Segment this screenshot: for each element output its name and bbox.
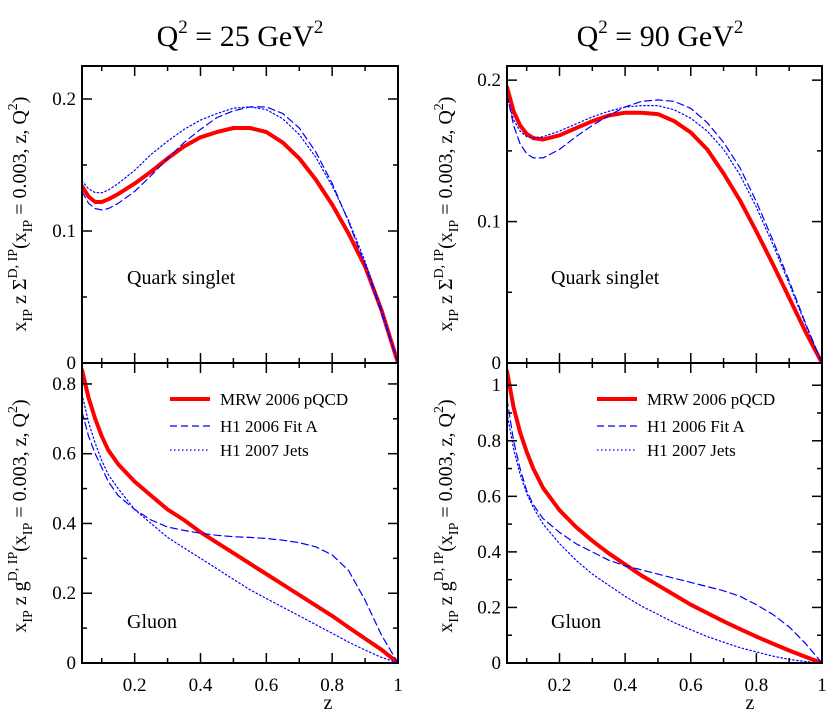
series-line-h1-2006-fit-a-gluon-25 bbox=[82, 411, 398, 663]
panel-quark-90: 0 0.1 0.2 bbox=[477, 65, 823, 374]
legend-right: MRW 2006 pQCD H1 2006 Fit A H1 2007 Jets bbox=[597, 390, 775, 460]
y-tick-label: 1 bbox=[492, 375, 502, 396]
series-line-h1-2007-jets-quark-25 bbox=[82, 106, 398, 363]
y-tick-label: 0.2 bbox=[477, 70, 501, 91]
legend-label-jets-right: H1 2007 Jets bbox=[647, 441, 736, 460]
y-tick-label: 0 bbox=[67, 353, 77, 374]
axes-frame bbox=[506, 65, 823, 364]
panel-quark-25: 0 0.1 0.2 bbox=[52, 65, 399, 374]
panel-label-quark-25: Quark singlet bbox=[127, 267, 236, 289]
svg-text:xIP z gD, IP(xIP = 0.003, z, Q: xIP z gD, IP(xIP = 0.003, z, Q2) bbox=[6, 399, 36, 632]
y-tick-label: 0.1 bbox=[52, 221, 76, 242]
y-tick-label: 0.2 bbox=[52, 583, 76, 604]
y-tick-label: 0.2 bbox=[52, 89, 76, 110]
svg-text:xIP z ΣD, IP(xIP = 0.003, z, Q: xIP z ΣD, IP(xIP = 0.003, z, Q2) bbox=[432, 97, 462, 332]
y-tick-label: 0.8 bbox=[52, 374, 76, 395]
x-tick-label: 0.8 bbox=[320, 675, 344, 696]
xlabel-left: z bbox=[324, 692, 333, 714]
panel-gluon-25: 0.2 0.4 0.6 0.8 1 0 0.2 0.4 0.6 0.8 bbox=[52, 362, 403, 696]
y-tick-label: 0.8 bbox=[477, 431, 501, 452]
x-tick-label: 0.6 bbox=[254, 675, 278, 696]
y-tick-label: 0 bbox=[67, 653, 77, 674]
legend-label-jets-left: H1 2007 Jets bbox=[220, 441, 309, 460]
x-tick-label: 1 bbox=[817, 675, 827, 696]
series-line-mrw-2006-pqcd-gluon-90 bbox=[507, 369, 822, 663]
x-tick-label: 0.2 bbox=[548, 675, 572, 696]
y-tick-label: 0.4 bbox=[52, 513, 76, 534]
series-line-h1-2006-fit-a-quark-25 bbox=[82, 106, 398, 363]
legend-label-mrw-left: MRW 2006 pQCD bbox=[220, 390, 348, 409]
panel-gluon-90: 0.2 0.4 0.6 0.8 1 0 0.2 0.4 0.6 0.8 1 bbox=[477, 362, 827, 696]
svg-text:xIP z gD, IP(xIP = 0.003, z, Q: xIP z gD, IP(xIP = 0.003, z, Q2) bbox=[432, 399, 462, 632]
ylabel-gluon-right: xIP z gD, IP(xIP = 0.003, z, Q2) bbox=[432, 399, 462, 632]
y-tick-label: 0.2 bbox=[477, 597, 501, 618]
axes-frame bbox=[81, 65, 399, 364]
series-line-h1-2006-fit-a-quark-90 bbox=[507, 93, 822, 363]
x-tick-label: 0.8 bbox=[745, 675, 769, 696]
series-line-mrw-2006-pqcd-gluon-25 bbox=[82, 368, 398, 663]
y-tick-label: 0.6 bbox=[52, 444, 76, 465]
x-tick-label: 0.4 bbox=[613, 675, 637, 696]
x-tick-label: 0.6 bbox=[679, 675, 703, 696]
series-line-mrw-2006-pqcd-quark-25 bbox=[82, 126, 398, 363]
x-tick-label: 0.2 bbox=[123, 675, 147, 696]
title-q2-90: Q2 = 90 GeV2 bbox=[577, 17, 744, 53]
legend-left: MRW 2006 pQCD H1 2006 Fit A H1 2007 Jets bbox=[170, 390, 348, 460]
x-tick-label: 0.4 bbox=[189, 675, 213, 696]
panel-label-gluon-90: Gluon bbox=[551, 611, 601, 633]
series-line-h1-2007-jets-gluon-25 bbox=[82, 393, 398, 663]
title-q2-25: Q2 = 25 GeV2 bbox=[157, 17, 324, 53]
legend-label-fit-a-left: H1 2006 Fit A bbox=[220, 417, 318, 436]
y-tick-label: 0.1 bbox=[477, 212, 501, 233]
y-tick-label: 0 bbox=[492, 653, 502, 674]
y-tick-label: 0.6 bbox=[477, 486, 501, 507]
x-tick-label: 1 bbox=[393, 675, 403, 696]
legend-label-fit-a-right: H1 2006 Fit A bbox=[647, 417, 745, 436]
xlabel-right: z bbox=[746, 692, 755, 714]
ylabel-quark-right: xIP z ΣD, IP(xIP = 0.003, z, Q2) bbox=[432, 97, 462, 332]
y-tick-label: 0.4 bbox=[477, 542, 501, 563]
y-tick-label: 0 bbox=[492, 353, 502, 374]
svg-text:xIP z ΣD, IP(xIP = 0.003, z, Q: xIP z ΣD, IP(xIP = 0.003, z, Q2) bbox=[6, 97, 36, 332]
legend-label-mrw-right: MRW 2006 pQCD bbox=[647, 390, 775, 409]
series-line-mrw-2006-pqcd-quark-90 bbox=[507, 85, 822, 363]
panel-label-gluon-25: Gluon bbox=[127, 611, 177, 633]
ylabel-quark-left: xIP z ΣD, IP(xIP = 0.003, z, Q2) bbox=[6, 97, 36, 332]
axes-frame bbox=[506, 362, 823, 664]
series-line-h1-2007-jets-quark-90 bbox=[507, 96, 822, 363]
panel-label-quark-90: Quark singlet bbox=[551, 267, 660, 289]
axes-frame bbox=[81, 362, 399, 664]
series-line-h1-2007-jets-gluon-90 bbox=[507, 412, 822, 663]
series-line-h1-2006-fit-a-gluon-90 bbox=[507, 398, 822, 663]
ylabel-gluon-left: xIP z gD, IP(xIP = 0.003, z, Q2) bbox=[6, 399, 36, 632]
